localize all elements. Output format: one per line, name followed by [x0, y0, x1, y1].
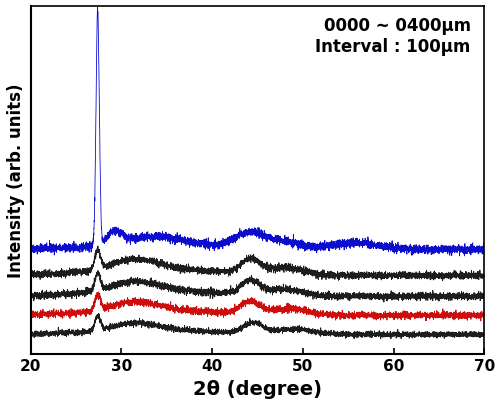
Y-axis label: Intensity (arb. units): Intensity (arb. units) [7, 83, 25, 277]
Text: 0000 ~ 0400μm
Interval : 100μm: 0000 ~ 0400μm Interval : 100μm [315, 17, 470, 56]
X-axis label: 2θ (degree): 2θ (degree) [192, 379, 321, 398]
